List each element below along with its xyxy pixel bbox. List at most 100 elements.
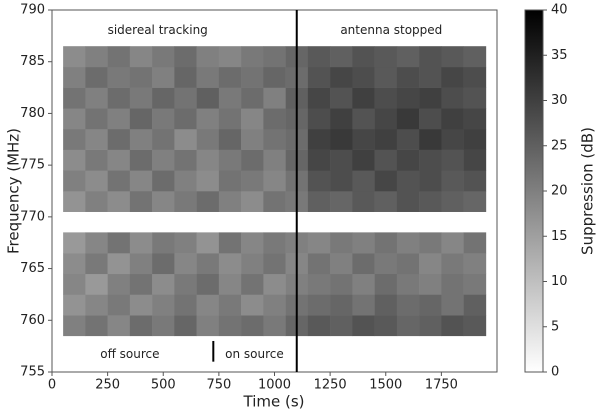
heatmap-cell [85, 87, 108, 109]
heatmap-cell [419, 170, 442, 192]
heatmap-cell [241, 108, 264, 130]
heatmap-cell [129, 46, 153, 68]
heatmap-cell [196, 108, 220, 130]
heatmap-cell [196, 66, 220, 88]
heatmap-cell [218, 170, 242, 192]
heatmap-cell [63, 46, 86, 68]
heatmap-cell [396, 66, 420, 88]
heatmap-cell [307, 273, 331, 295]
heatmap-cell [107, 46, 131, 68]
heatmap-cell [396, 253, 420, 275]
heatmap-cell [463, 149, 487, 171]
heatmap-cell [352, 253, 375, 275]
heatmap-cell [396, 294, 420, 316]
heatmap-cell [63, 66, 86, 88]
heatmap-cell [441, 253, 464, 275]
heatmap-cell [85, 191, 108, 212]
heatmap-cell [107, 191, 131, 212]
heatmap-cell [107, 253, 131, 275]
heatmap-cell [307, 108, 331, 130]
heatmap-cell [174, 128, 197, 150]
heatmap-cell [241, 128, 264, 150]
heatmap-cell [374, 128, 398, 150]
heatmap-cell [241, 87, 264, 109]
heatmap-cell [129, 253, 153, 275]
heatmap-cell [174, 191, 197, 212]
heatmap-cell [263, 273, 286, 295]
heatmap-cell [396, 315, 420, 337]
heatmap-cell [263, 232, 286, 254]
y-tick-label: 760 [20, 313, 45, 328]
heatmap-cell [307, 191, 331, 212]
heatmap-cell [107, 128, 131, 150]
heatmap-cell [107, 294, 131, 316]
heatmap-cell [463, 191, 487, 212]
heatmap-cell [107, 273, 131, 295]
heatmap-cell [352, 149, 375, 171]
heatmap-cell [330, 108, 353, 130]
heatmap-cell [352, 108, 375, 130]
heatmap-cell [441, 191, 464, 212]
heatmap-cell [129, 191, 153, 212]
heatmap-cell [196, 191, 220, 212]
heatmap-cell [241, 191, 264, 212]
heatmap-cell [330, 315, 353, 337]
heatmap-cell [63, 253, 86, 275]
heatmap-cell [63, 232, 86, 254]
heatmap-cell [218, 253, 242, 275]
heatmap-cell [85, 108, 108, 130]
heatmap-cell [463, 87, 487, 109]
heatmap-cell [374, 315, 398, 337]
heatmap-cell [129, 66, 153, 88]
colorbar-tick-label: 10 [551, 274, 568, 289]
colorbar-tick-label: 5 [551, 319, 559, 334]
heatmap-cell [352, 191, 375, 212]
heatmap-cell [218, 191, 242, 212]
heatmap-cell [419, 232, 442, 254]
heatmap-cell [107, 232, 131, 254]
heatmap-cell [174, 108, 197, 130]
heatmap-cell [196, 253, 220, 275]
heatmap-cell [107, 108, 131, 130]
heatmap-cell [330, 149, 353, 171]
heatmap-cell [307, 170, 331, 192]
heatmap-cell [241, 294, 264, 316]
heatmap-cell [419, 66, 442, 88]
heatmap-cell [129, 149, 153, 171]
heatmap-cell [63, 273, 86, 295]
heatmap-cell [441, 232, 464, 254]
heatmap-cell [174, 170, 197, 192]
heatmap-cell [196, 46, 220, 68]
heatmap-cell [352, 232, 375, 254]
heatmap-cell [218, 66, 242, 88]
heatmap-cell [129, 170, 153, 192]
heatmap-cell [374, 170, 398, 192]
heatmap-cell [129, 315, 153, 337]
heatmap-cell [396, 232, 420, 254]
heatmap-cell [463, 66, 487, 88]
heatmap-cell [441, 87, 464, 109]
colorbar-tick-label: 30 [551, 93, 568, 108]
heatmap-cell [330, 66, 353, 88]
heatmap-cell [152, 294, 175, 316]
heatmap-cell [352, 315, 375, 337]
annotation: sidereal tracking [108, 23, 208, 37]
x-tick-label: 1000 [258, 378, 291, 393]
colorbar-tick-label: 40 [551, 3, 568, 18]
heatmap-cell [419, 128, 442, 150]
heatmap-cell [85, 128, 108, 150]
heatmap-cell [129, 294, 153, 316]
heatmap-cell [463, 108, 487, 130]
heatmap-cell [307, 253, 331, 275]
heatmap-cell [374, 87, 398, 109]
heatmap-cell [85, 273, 108, 295]
heatmap-cell [218, 273, 242, 295]
heatmap-cell [196, 128, 220, 150]
heatmap-cell [174, 66, 197, 88]
heatmap-cell [263, 66, 286, 88]
heatmap-cell [218, 294, 242, 316]
heatmap-cell [396, 128, 420, 150]
y-tick-label: 785 [20, 54, 45, 69]
heatmap-cell [419, 191, 442, 212]
x-tick-label: 500 [151, 378, 176, 393]
